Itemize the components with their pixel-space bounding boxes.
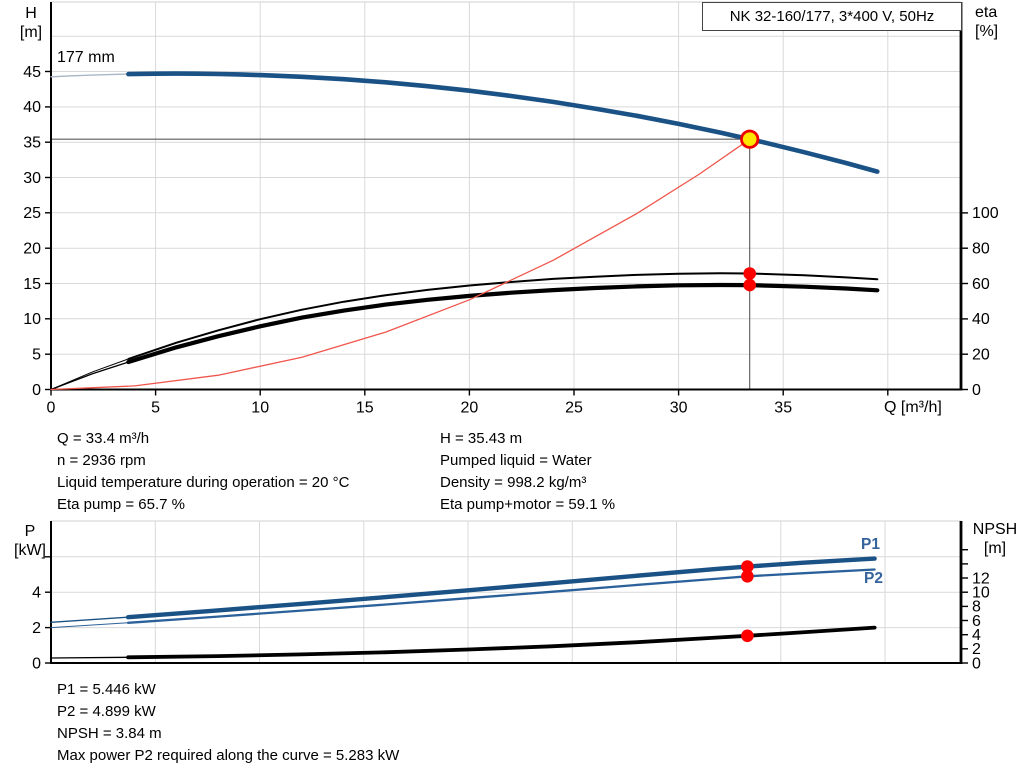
operating-dot	[741, 570, 754, 583]
right-axis-tick-label: 100	[972, 205, 999, 222]
system-curve	[50, 138, 751, 391]
x-axis-tick-label: 0	[47, 400, 56, 417]
info-line-p2: P2 = 4.899 kW	[57, 703, 156, 720]
duty-point-marker	[740, 129, 760, 149]
left-axis-tick-label: 35	[23, 134, 41, 151]
eta-pump-motor-curve-leadin	[50, 361, 130, 391]
operating-dot	[743, 278, 756, 292]
operating-dot	[741, 560, 754, 573]
result-info: P1 = 5.446 kW P2 = 4.899 kW NPSH = 3.84 …	[57, 679, 399, 767]
q-axis-label: Q [m³/h]	[884, 399, 942, 416]
right-axis-tick-label: 10	[972, 584, 990, 601]
x-axis-tick-label: 10	[251, 400, 269, 417]
right-axis-tick-label: 8	[972, 599, 981, 616]
p-axis-unit: [kW]	[14, 542, 46, 559]
info-line-head: H = 35.43 m	[440, 430, 523, 447]
x-axis-tick-label: 25	[565, 400, 583, 417]
x-axis-tick-label: 15	[356, 400, 374, 417]
p2-curve	[126, 568, 876, 624]
operating-dot	[743, 267, 756, 280]
npsh-curve-leadin	[50, 656, 129, 659]
npsh-axis-unit: [m]	[983, 540, 1007, 557]
info-line-density: Density = 998.2 kg/m³	[440, 474, 587, 491]
duty-info-right: H = 35.43 m Pumped liquid = Water Densit…	[440, 428, 615, 516]
p-axis-name: P	[24, 523, 36, 540]
npsh-curve	[126, 625, 877, 660]
right-axis-tick-label: 2	[972, 641, 981, 658]
npsh-axis-name: NPSH	[972, 521, 1018, 538]
pump-model-text: NK 32-160/177, 3*400 V, 50Hz	[729, 8, 935, 25]
left-axis-tick-label: 15	[23, 276, 41, 293]
left-axis-tick-label: 5	[32, 346, 41, 363]
pump-curve	[126, 71, 880, 174]
info-line-eta-pump: Eta pump = 65.7 %	[57, 496, 185, 513]
p1-curve-label: P1	[861, 536, 880, 553]
p-axis-label: P [kW]	[8, 522, 52, 560]
left-axis-tick-label: 0	[32, 655, 41, 672]
eta-axis-name: eta	[975, 4, 998, 21]
right-axis-tick-label: 60	[972, 276, 990, 293]
right-axis-tick-label: 6	[972, 613, 981, 630]
info-line-p1: P1 = 5.446 kW	[57, 681, 156, 698]
left-axis-tick-label: 25	[23, 205, 41, 222]
info-line-speed: n = 2936 rpm	[57, 452, 146, 469]
right-axis-tick-label: 80	[972, 240, 990, 257]
left-axis-tick-label: 45	[23, 64, 41, 81]
h-axis-label: H [m]	[10, 4, 52, 42]
info-line-max-p2: Max power P2 required along the curve = …	[57, 747, 400, 764]
p1-curve-leadin	[50, 616, 129, 623]
left-axis-tick-label: 2	[32, 620, 41, 637]
p2-curve-leadin	[50, 622, 129, 629]
right-axis-tick-label: 0	[972, 655, 981, 672]
info-line-pumped-liquid: Pumped liquid = Water	[440, 452, 592, 469]
h-axis-unit: [m]	[19, 24, 43, 41]
info-line-liquid-temp: Liquid temperature during operation = 20…	[57, 474, 350, 491]
right-axis-tick-label: 0	[972, 382, 981, 399]
info-line-npsh: NPSH = 3.84 m	[57, 725, 162, 742]
left-axis-tick-label: 10	[23, 311, 41, 328]
impeller-diameter-label: 177 mm	[57, 49, 115, 66]
p2-curve-label: P2	[864, 570, 883, 587]
right-axis-tick-label: 20	[972, 346, 990, 363]
left-axis-tick-label: 20	[23, 240, 41, 257]
x-axis-tick-label: 30	[670, 400, 688, 417]
left-axis-tick-label: 30	[23, 170, 41, 187]
duty-info-left: Q = 33.4 m³/h n = 2936 rpm Liquid temper…	[57, 428, 349, 516]
info-line-q: Q = 33.4 m³/h	[57, 430, 150, 447]
pump-model-box: NK 32-160/177, 3*400 V, 50Hz	[702, 2, 962, 31]
h-axis-name: H	[25, 5, 37, 22]
operating-dot	[741, 629, 754, 643]
x-axis-tick-label: 35	[774, 400, 792, 417]
right-axis-tick-label: 40	[972, 311, 990, 328]
pump-curve-leadin	[50, 73, 130, 78]
x-axis-tick-label: 20	[461, 400, 479, 417]
x-axis-tick-label: 5	[151, 400, 160, 417]
info-line-eta-total: Eta pump+motor = 59.1 %	[440, 496, 616, 513]
npsh-axis-label: NPSH [m]	[968, 520, 1022, 558]
eta-axis-unit: [%]	[975, 23, 999, 40]
left-axis-tick-label: 0	[32, 382, 41, 399]
left-axis-tick-label: 4	[32, 584, 41, 601]
right-axis-tick-label: 4	[972, 627, 981, 644]
left-axis-tick-label: 40	[23, 99, 41, 116]
eta-axis-label: eta [%]	[975, 3, 998, 41]
right-axis-tick-label: 12	[972, 570, 990, 587]
p1-curve	[125, 556, 877, 620]
